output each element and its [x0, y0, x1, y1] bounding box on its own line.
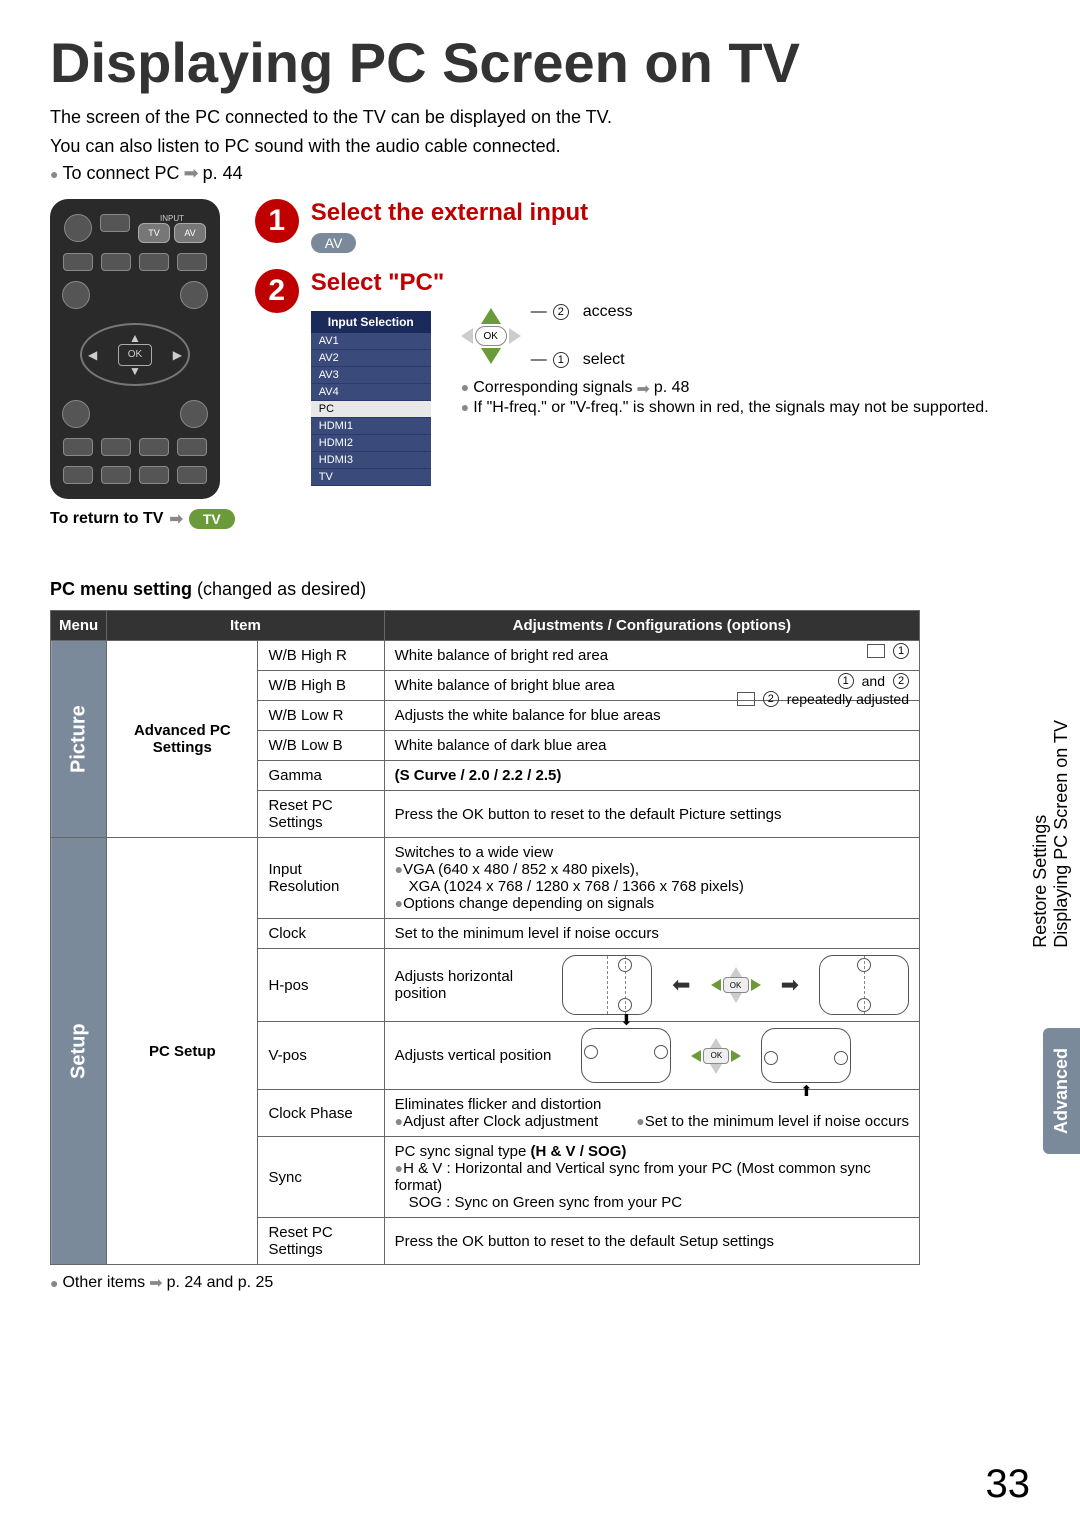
input-menu-item[interactable]: TV	[311, 469, 431, 486]
step-1-av-pill: AV	[311, 233, 357, 253]
nav-access-label: access	[583, 303, 633, 321]
th-adj: Adjustments / Configurations (options)	[384, 611, 919, 641]
nav-ok-button: OK	[475, 326, 507, 346]
th-menu: Menu	[51, 611, 107, 641]
table-row: Adjusts vertical position ⬇ OK	[384, 1022, 919, 1090]
table-row: W/B High R	[258, 641, 384, 671]
nav-select-label: select	[583, 351, 625, 369]
table-row: W/B High B	[258, 671, 384, 701]
step-2: 2 Select "PC" Input Selection AV1AV2AV3A…	[255, 269, 1030, 486]
remote-input-label: INPUT	[160, 214, 184, 223]
setup-group-cell: PC Setup	[107, 838, 258, 1265]
picture-menu-cell: Picture	[51, 641, 107, 838]
input-menu-item[interactable]: AV2	[311, 350, 431, 367]
table-row: Reset PC Settings	[258, 791, 384, 838]
table-row: Sync	[258, 1137, 384, 1218]
table-row: Eliminates flicker and distortion ●Adjus…	[384, 1090, 919, 1137]
remote-av-button[interactable]: AV	[174, 223, 206, 243]
th-item: Item	[107, 611, 384, 641]
table-row: V-pos	[258, 1022, 384, 1090]
remote-tv-button[interactable]: TV	[138, 223, 170, 243]
table-row: (S Curve / 2.0 / 2.2 / 2.5)	[384, 761, 919, 791]
step-2-note-1: ● Corresponding signals ➡ p. 48	[461, 379, 989, 399]
table-row: Clock Phase	[258, 1090, 384, 1137]
table-row: Press the OK button to reset to the defa…	[384, 791, 919, 838]
table-row: Adjusts horizontal position ⬅ OK	[384, 949, 919, 1022]
hpos-diagram: ⬅ OK ➡	[562, 955, 909, 1015]
remote-dpad[interactable]: ▲ ▼ ◀ ▶ OK	[80, 323, 190, 386]
table-row: Input Resolution	[258, 838, 384, 919]
step-1: 1 Select the external input AV	[255, 199, 1030, 253]
input-selection-title: Input Selection	[311, 311, 431, 333]
table-row: White balance of bright red area 1	[384, 641, 919, 671]
side-tab-advanced: Advanced	[1043, 1028, 1080, 1154]
table-row: W/B Low B	[258, 731, 384, 761]
step-1-title: Select the external input	[311, 199, 1030, 227]
input-menu-item[interactable]: AV4	[311, 384, 431, 401]
intro-bullet-ref: p. 44	[203, 163, 243, 184]
footnote: ● Other items ➡ p. 24 and p. 25	[50, 1273, 1030, 1293]
input-menu-item[interactable]: HDMI2	[311, 435, 431, 452]
table-row: Press the OK button to reset to the defa…	[384, 1218, 919, 1265]
step-1-number: 1	[255, 199, 299, 243]
page-number: 33	[986, 1462, 1031, 1507]
settings-table: Menu Item Adjustments / Configurations (…	[50, 610, 920, 1265]
table-row: W/B Low R	[258, 701, 384, 731]
step-2-note-2: ● If "H-freq." or "V-freq." is shown in …	[461, 399, 989, 417]
table-row: Adjusts the white balance for blue areas…	[384, 701, 919, 731]
input-menu-item[interactable]: AV1	[311, 333, 431, 350]
table-row: Switches to a wide view ●VGA (640 x 480 …	[384, 838, 919, 919]
input-menu-item[interactable]: HDMI3	[311, 452, 431, 469]
return-to-tv-text: To return to TV ➡ TV	[50, 509, 235, 529]
step-2-title: Select "PC"	[311, 269, 1030, 297]
input-selection-menu: Input Selection AV1AV2AV3AV4PCHDMI1HDMI2…	[311, 311, 431, 486]
intro-line-2: You can also listen to PC sound with the…	[50, 134, 1030, 159]
table-row: White balance of dark blue area	[384, 731, 919, 761]
intro-line-1: The screen of the PC connected to the TV…	[50, 105, 1030, 130]
page-title: Displaying PC Screen on TV	[50, 30, 1030, 95]
nav-dpad-diagram: OK	[461, 308, 521, 364]
picture-group-cell: Advanced PC Settings	[107, 641, 258, 838]
vpos-diagram: ⬇ OK ⬆	[581, 1028, 851, 1083]
table-row: Gamma	[258, 761, 384, 791]
input-menu-item[interactable]: AV3	[311, 367, 431, 384]
step-2-number: 2	[255, 269, 299, 313]
intro-bullet-text: To connect PC	[62, 163, 179, 184]
table-row: Reset PC Settings	[258, 1218, 384, 1265]
input-menu-item[interactable]: HDMI1	[311, 418, 431, 435]
section-title: PC menu setting (changed as desired)	[50, 579, 1030, 600]
table-row: Clock	[258, 919, 384, 949]
table-row: PC sync signal type (H & V / SOG) ●H & V…	[384, 1137, 919, 1218]
input-menu-item[interactable]: PC	[311, 401, 431, 418]
remote-illustration: INPUT TV AV ▲ ▼ ◀ ▶ OK	[50, 199, 220, 499]
table-row: H-pos	[258, 949, 384, 1022]
return-tv-pill: TV	[189, 509, 235, 529]
table-row: Set to the minimum level if noise occurs	[384, 919, 919, 949]
side-tab-restore: Restore Settings Displaying PC Screen on…	[1022, 700, 1080, 968]
setup-menu-cell: Setup	[51, 838, 107, 1265]
intro-bullet: ● To connect PC ➡ p. 44	[50, 163, 1030, 184]
remote-ok-button[interactable]: OK	[118, 344, 152, 366]
